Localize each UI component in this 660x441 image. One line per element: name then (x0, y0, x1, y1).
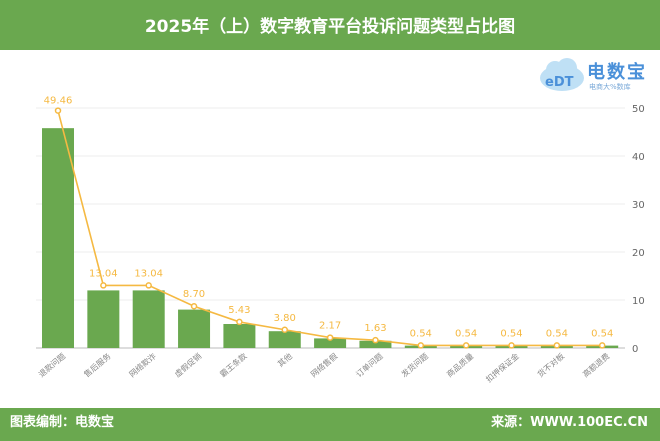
line-point (100, 282, 107, 289)
line-point (508, 342, 515, 349)
bar (223, 324, 256, 348)
line-point (553, 342, 561, 349)
line-point (598, 342, 606, 349)
y-tick-label: 20 (632, 248, 645, 259)
line-point (145, 282, 152, 289)
x-tick-label: 售后服务 (82, 351, 113, 379)
chart-title: 2025年（上）数字教育平台投诉问题类型占比图 (0, 0, 660, 50)
bar (42, 128, 74, 348)
bar (268, 331, 301, 348)
data-label: 49.46 (44, 96, 73, 107)
data-label: 0.54 (546, 328, 568, 339)
y-tick-label: 40 (632, 152, 645, 163)
svg-text:eDT: eDT (545, 75, 574, 90)
logo-name: 电数宝 (587, 62, 647, 83)
data-label: 0.54 (455, 328, 477, 339)
y-tick-label: 30 (632, 200, 645, 211)
data-label: 2.17 (319, 321, 341, 332)
bar (178, 309, 211, 348)
logo-tagline: 电商大%数库 (589, 83, 631, 91)
x-tick-label: 高额退费 (581, 351, 612, 379)
footer-credit: 图表编制：电数宝 (10, 415, 115, 430)
data-label: 1.63 (364, 323, 386, 334)
line-point (236, 318, 243, 326)
footer: 图表编制：电数宝 来源：WWW.100EC.CN (0, 408, 660, 441)
x-tick-label: 发货问题 (399, 351, 430, 379)
data-label: 5.43 (228, 305, 250, 316)
data-label: 13.04 (89, 268, 118, 279)
x-tick-label: 扣押保证金 (484, 351, 521, 384)
line-point (462, 342, 470, 349)
x-tick-label: 货不对板 (535, 351, 566, 379)
y-tick-label: 50 (632, 104, 645, 115)
bar (359, 340, 392, 348)
line-point (372, 336, 379, 344)
bar (87, 290, 120, 348)
data-label: 0.54 (410, 328, 432, 339)
line-point (190, 302, 198, 310)
footer-source: 来源：WWW.100EC.CN (491, 415, 648, 430)
x-tick-label: 订单问题 (354, 351, 385, 379)
x-tick-label: 退款问题 (36, 351, 67, 379)
line-point (326, 334, 334, 341)
x-tick-label: 网络欺诈 (127, 351, 158, 379)
data-label: 8.70 (183, 289, 205, 300)
cloud-logo-icon: eDT (540, 58, 584, 91)
bar (132, 290, 165, 348)
line-point (417, 342, 425, 349)
line-point (281, 326, 288, 334)
x-tick-label: 网络售假 (308, 351, 339, 379)
bar (314, 338, 347, 348)
x-tick-label: 虚假促销 (172, 351, 203, 379)
y-tick-label: 0 (632, 344, 638, 355)
data-label: 0.54 (591, 328, 613, 339)
data-label: 13.04 (134, 268, 163, 279)
x-tick-label: 其他 (275, 351, 294, 369)
line-point (54, 107, 62, 114)
x-tick-label: 霸王条款 (218, 351, 249, 379)
logo: eDT 电数宝 电商大%数库 (537, 56, 657, 96)
y-tick-label: 10 (632, 296, 645, 307)
data-label: 0.54 (500, 328, 522, 339)
data-label: 3.80 (274, 313, 296, 324)
x-tick-label: 商品质量 (444, 351, 475, 379)
